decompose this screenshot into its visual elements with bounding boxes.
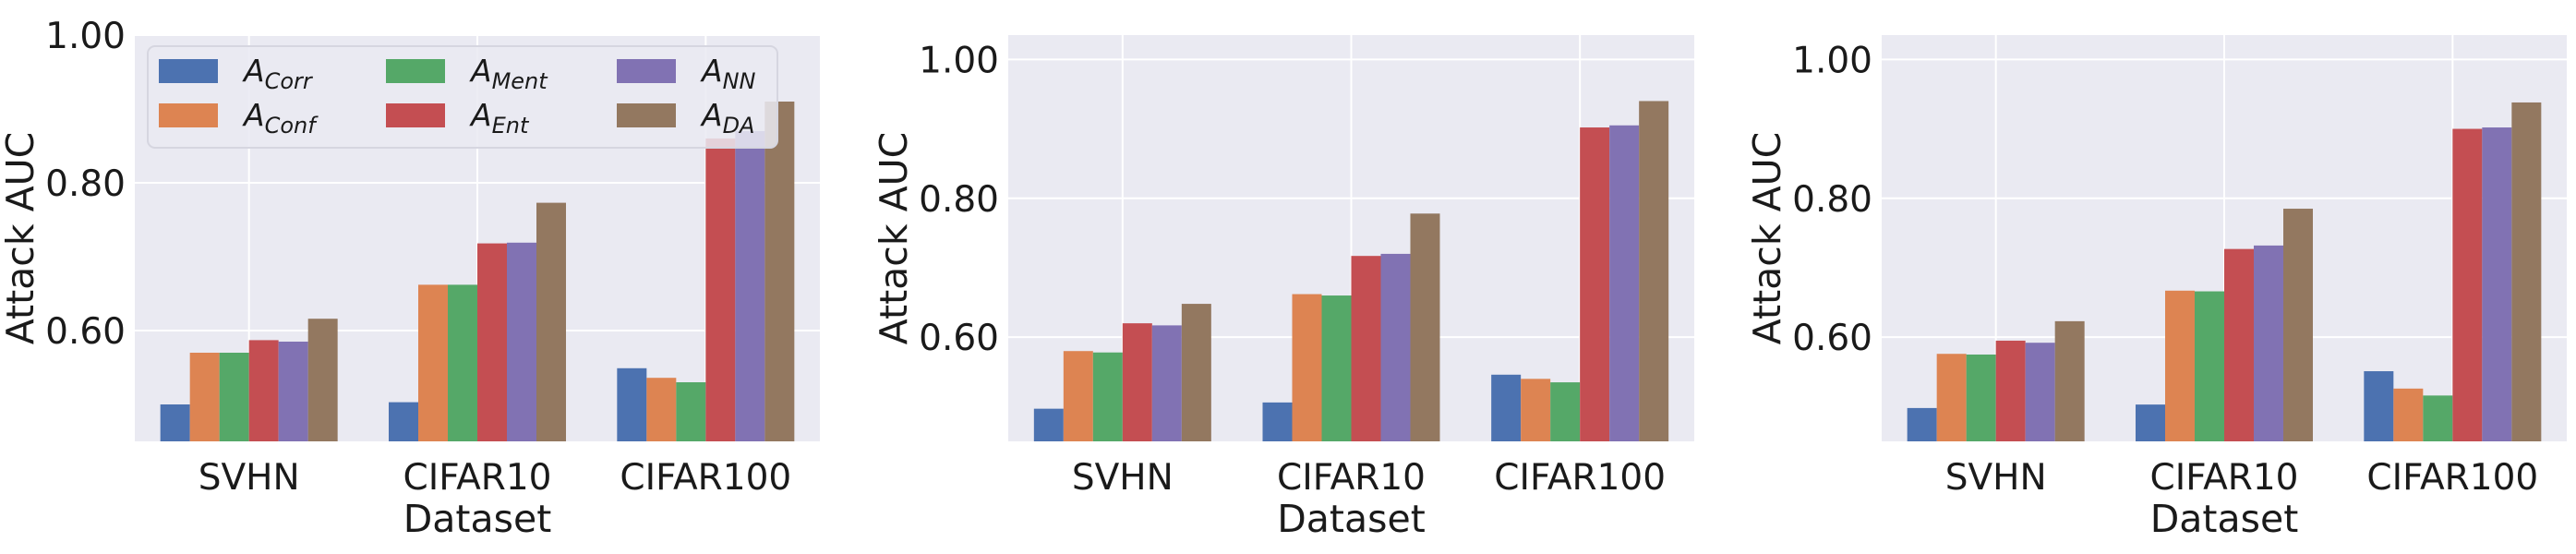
bar-a-conf-cifar10 <box>2165 290 2195 441</box>
bar-a-da-cifar100 <box>1639 101 1669 441</box>
bar-a-nn-cifar10 <box>1380 253 1411 441</box>
x-tick-label: CIFAR10 <box>2150 457 2299 499</box>
bar-a-ment-cifar100 <box>676 382 706 441</box>
bar-a-conf-cifar10 <box>418 284 448 441</box>
legend-label: ACorr <box>242 53 314 94</box>
bar-a-ment-cifar100 <box>2423 395 2453 441</box>
bar-a-ent-svhn <box>1995 340 2026 441</box>
bar-a-conf-svhn <box>1063 351 1093 441</box>
bar-a-da-svhn <box>2054 320 2085 441</box>
y-tick-label: 0.80 <box>919 179 999 221</box>
x-tick-label: CIFAR100 <box>1494 457 1666 499</box>
y-axis-label: Attack AUC <box>872 132 916 345</box>
legend-box <box>147 45 778 149</box>
bar-a-ment-cifar10 <box>448 284 477 441</box>
y-axis-label: Attack AUC <box>0 132 42 345</box>
bar-a-ent-cifar100 <box>1580 127 1610 442</box>
bar-a-ment-svhn <box>1092 352 1123 441</box>
chart-panel-2: 0.60 0.80 1.00 SVHN CIFAR10 CIFAR100 Dataset At… <box>872 35 1694 541</box>
bar-a-da-cifar100 <box>764 102 795 441</box>
legend-swatch <box>386 103 445 127</box>
y-tick-label: 0.60 <box>919 318 999 359</box>
legend-label: AEnt <box>469 97 530 138</box>
x-tick-label: CIFAR10 <box>403 457 552 499</box>
y-tick-label: 0.80 <box>1792 179 1872 221</box>
bar-a-nn-svhn <box>1151 325 1182 441</box>
bar-a-nn-svhn <box>2025 343 2055 441</box>
legend-label: AConf <box>242 97 319 138</box>
bar-a-corr-cifar10 <box>1262 402 1293 441</box>
bar-a-ment-svhn <box>219 353 249 441</box>
bar-a-conf-cifar100 <box>646 378 677 441</box>
bar-a-conf-svhn <box>1936 354 1967 441</box>
bar-a-nn-cifar10 <box>2254 245 2283 441</box>
x-tick-label: CIFAR10 <box>1277 457 1426 499</box>
legend-label: ADA <box>700 97 754 138</box>
bar-a-conf-cifar10 <box>1292 294 1322 441</box>
bar-a-ent-cifar10 <box>2224 248 2254 441</box>
bar-a-conf-cifar100 <box>1521 379 1551 441</box>
bar-a-corr-svhn <box>160 404 190 441</box>
bar-a-da-cifar10 <box>1410 213 1440 441</box>
legend-swatch <box>386 59 445 83</box>
bar-a-corr-cifar100 <box>617 367 647 441</box>
bar-a-corr-cifar10 <box>389 402 418 441</box>
y-tick-label: 0.60 <box>1792 318 1872 359</box>
legend-swatch <box>159 103 218 127</box>
bar-a-ent-cifar10 <box>1351 256 1381 441</box>
x-tick-label: CIFAR100 <box>620 457 791 499</box>
x-tick-label: SVHN <box>1945 457 2047 499</box>
bar-a-ment-svhn <box>1966 354 1996 441</box>
y-axis-label: Attack AUC <box>1745 132 1789 345</box>
y-tick-label: 1.00 <box>45 16 126 57</box>
bar-a-da-svhn <box>1181 304 1211 441</box>
x-axis-label: Dataset <box>403 497 552 541</box>
bar-a-da-svhn <box>307 319 338 441</box>
bar-a-nn-cifar10 <box>507 242 536 441</box>
bar-a-ment-cifar10 <box>1321 295 1352 441</box>
chart-panel-3: 0.60 0.80 1.00 SVHN CIFAR10 CIFAR100 Dataset At… <box>1745 35 2567 541</box>
y-tick-label: 1.00 <box>1792 40 1872 81</box>
legend-swatch <box>159 59 218 83</box>
legend-label: ANN <box>700 53 756 94</box>
bar-a-da-cifar100 <box>2511 102 2542 441</box>
y-tick-label: 0.80 <box>45 163 126 205</box>
bar-a-corr-cifar100 <box>1491 374 1522 441</box>
bar-a-corr-svhn <box>1907 407 1937 441</box>
bar-a-nn-cifar100 <box>2482 127 2512 442</box>
bar-a-ment-cifar10 <box>2195 291 2224 441</box>
bar-a-conf-svhn <box>189 353 220 441</box>
x-tick-label: CIFAR100 <box>2366 457 2538 499</box>
bar-a-ent-cifar100 <box>2452 128 2483 442</box>
x-tick-label: SVHN <box>199 457 300 499</box>
bar-a-da-cifar10 <box>536 202 566 441</box>
legend-label: AMent <box>469 53 548 94</box>
bar-a-ent-svhn <box>1122 323 1152 441</box>
x-tick-label: SVHN <box>1072 457 1174 499</box>
bar-a-conf-cifar100 <box>2393 388 2424 441</box>
y-tick-label: 1.00 <box>919 40 999 81</box>
bar-a-ment-cifar100 <box>1550 382 1581 441</box>
bar-a-corr-cifar10 <box>2136 404 2165 441</box>
bar-a-da-cifar10 <box>2283 209 2313 441</box>
bar-a-corr-svhn <box>1033 408 1064 441</box>
x-axis-label: Dataset <box>2150 497 2299 541</box>
legend-swatch <box>617 103 676 127</box>
bar-a-ent-cifar100 <box>705 138 736 441</box>
bar-a-nn-svhn <box>278 342 308 441</box>
bar-a-ent-svhn <box>248 340 279 441</box>
bar-a-nn-cifar100 <box>1609 125 1640 441</box>
bar-a-ent-cifar10 <box>477 243 507 441</box>
bar-a-nn-cifar100 <box>735 131 765 441</box>
y-tick-label: 0.60 <box>45 311 126 353</box>
bar-a-corr-cifar100 <box>2364 371 2394 441</box>
x-axis-label: Dataset <box>1277 497 1426 541</box>
legend-swatch <box>617 59 676 83</box>
